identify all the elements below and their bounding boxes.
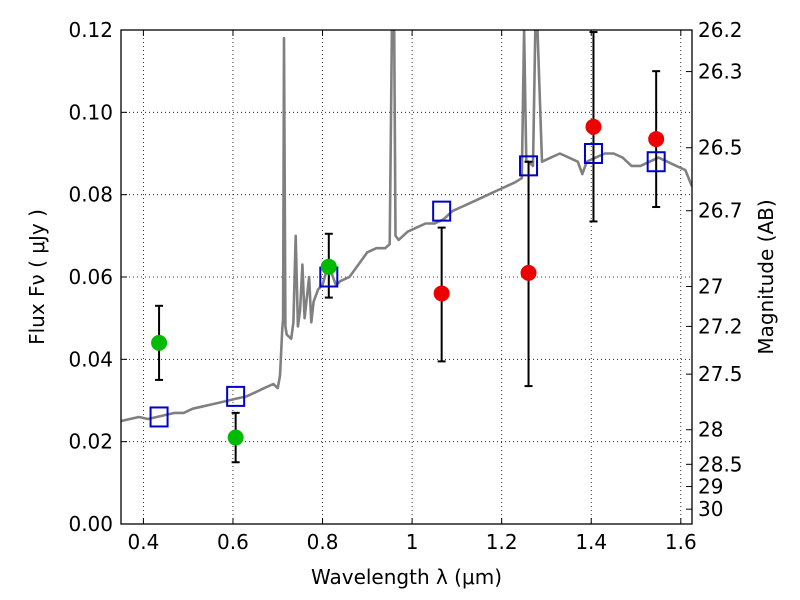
y2-tick-label: 27 — [698, 274, 723, 298]
model-square-marker — [646, 151, 666, 173]
model-square-marker — [226, 385, 246, 407]
x-tick-label: 0.4 — [127, 530, 159, 554]
y-tick-label: 0.08 — [68, 183, 113, 207]
x-axis-label: Wavelength λ (μm) — [311, 565, 502, 589]
y2-tick-label: 27.5 — [698, 362, 743, 386]
observed-red-marker — [585, 118, 602, 135]
axis-ticks: 0.4 0.6 0.8 1 1.2 1.4 1.6 0.00 0.02 0.04 0.06 0.08 0… — [68, 18, 742, 554]
observed-green-marker — [151, 334, 168, 351]
y2-tick-label: 26.2 — [698, 18, 743, 42]
y-tick-label: 0.00 — [68, 512, 113, 536]
y2-tick-label: 28.5 — [698, 452, 743, 476]
y-tick-label: 0.10 — [68, 100, 113, 124]
y-tick-label: 0.02 — [68, 430, 113, 454]
model-square-marker — [519, 155, 539, 177]
y2-tick-label: 28 — [698, 418, 723, 442]
observed-red-marker — [648, 131, 665, 148]
x-tick-label: 0.8 — [307, 530, 339, 554]
y-tick-label: 0.06 — [68, 265, 113, 289]
spectrum-line — [121, 30, 692, 423]
model-square-marker — [149, 406, 169, 428]
observed-green-marker — [320, 258, 337, 275]
x-tick-label: 1 — [406, 530, 419, 554]
data-markers — [149, 118, 666, 446]
x-tick-label: 1.2 — [486, 530, 518, 554]
model-square-marker — [583, 143, 603, 164]
x-tick-label: 0.6 — [217, 530, 249, 554]
y2-tick-label: 26.5 — [698, 136, 743, 160]
y2-tick-label: 27.2 — [698, 314, 743, 338]
y-axis-label: Flux Fν ( μJy ) — [25, 209, 49, 345]
error-bars — [155, 31, 661, 464]
model-square-marker — [432, 200, 452, 222]
x-tick-label: 1.4 — [575, 530, 607, 554]
spectrum-series — [121, 30, 692, 423]
plot-frame — [120, 29, 693, 525]
x-tick-label: 1.6 — [665, 530, 697, 554]
observed-red-marker — [520, 264, 537, 281]
y2-tick-label: 26.7 — [698, 199, 743, 223]
y-tick-label: 0.12 — [68, 18, 113, 42]
grid — [121, 29, 692, 525]
y2-tick-label: 29 — [698, 475, 723, 499]
y-tick-label: 0.04 — [68, 347, 113, 371]
observed-red-marker — [433, 285, 450, 302]
y2-tick-label: 30 — [698, 497, 723, 521]
observed-green-marker — [227, 429, 244, 446]
right-axis-label: Magnitude (AB) — [754, 199, 778, 354]
y2-tick-label: 26.3 — [698, 60, 743, 84]
